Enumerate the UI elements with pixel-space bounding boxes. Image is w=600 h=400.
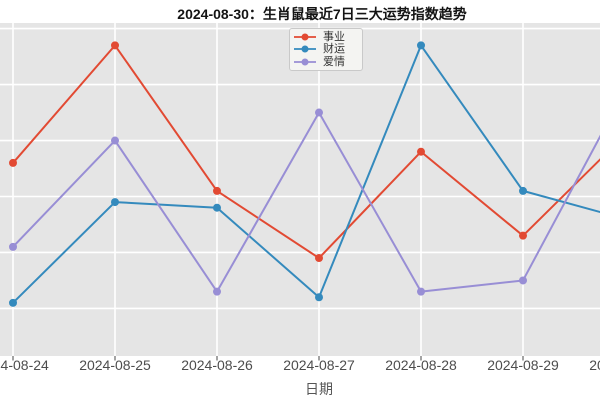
data-point xyxy=(315,108,323,117)
data-point xyxy=(9,298,17,307)
data-point xyxy=(111,136,119,145)
data-point xyxy=(111,41,119,50)
x-tick-label: 2024-08-27 xyxy=(283,357,355,373)
x-axis-title: 日期 xyxy=(305,381,333,397)
legend-item-wealth: 财运 xyxy=(293,43,362,55)
data-point xyxy=(111,198,119,207)
data-point xyxy=(315,254,323,263)
legend-label-career: 事业 xyxy=(323,31,345,44)
legend-item-career: 事业 xyxy=(293,31,362,43)
data-point xyxy=(315,293,323,302)
data-point xyxy=(213,203,221,212)
data-point xyxy=(417,147,425,156)
x-tick-label: 2024-08-29 xyxy=(487,357,559,373)
legend-line-dot-icon xyxy=(294,45,316,53)
x-tick-label: 2024-08-26 xyxy=(181,357,253,373)
data-point xyxy=(519,186,527,195)
legend: 事业 财运 爱情 xyxy=(289,28,363,71)
data-point xyxy=(519,276,527,285)
legend-line-dot-icon xyxy=(294,58,316,66)
data-point xyxy=(213,287,221,296)
legend-item-love: 爱情 xyxy=(293,56,362,68)
legend-label-wealth: 财运 xyxy=(323,43,345,56)
chart-title: 2024-08-30：生肖鼠最近7日三大运势指数趋势 xyxy=(177,6,467,22)
data-point xyxy=(213,186,221,195)
data-point xyxy=(417,287,425,296)
x-tick-label: 2024-08-24 xyxy=(0,357,49,373)
data-point xyxy=(417,41,425,50)
x-tick-label: 2024-08-30 xyxy=(589,357,600,373)
legend-label-love: 爱情 xyxy=(323,55,345,68)
data-point xyxy=(9,158,17,167)
x-tick-label: 2024-08-28 xyxy=(385,357,457,373)
plot-background xyxy=(0,23,600,356)
legend-line-dot-icon xyxy=(294,33,316,41)
x-tick-label: 2024-08-25 xyxy=(79,357,151,373)
data-point xyxy=(9,242,17,251)
data-point xyxy=(519,231,527,240)
